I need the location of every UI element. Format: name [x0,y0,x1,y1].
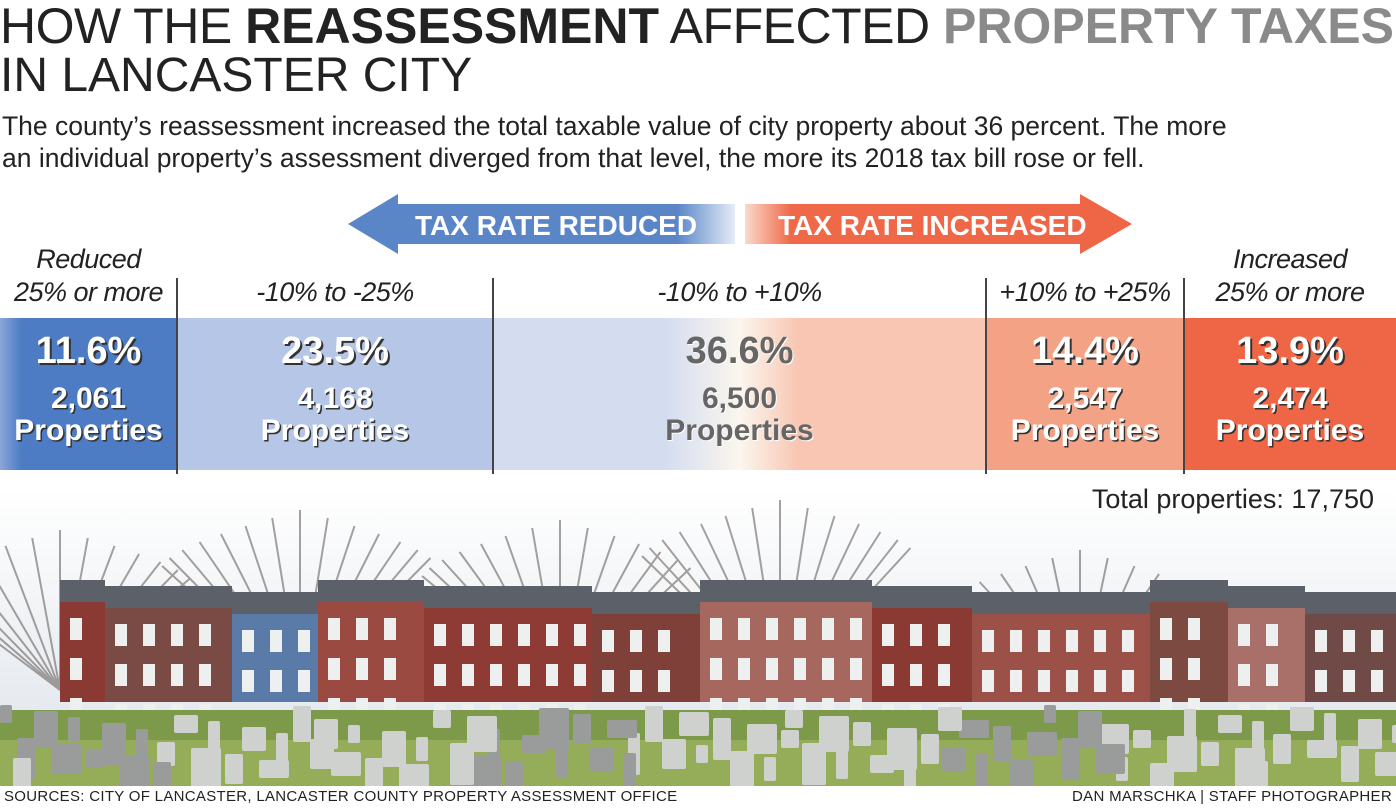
category-reduced-10-25: 23.5% 4,168 Properties [177,318,493,470]
count-label: 2,547 [1047,382,1123,415]
category-increased-10-25: 14.4% 2,547 Properties [986,318,1184,470]
category-neutral: 36.6% 6,500 Properties [493,318,986,470]
unit-label: Properties [665,414,814,447]
divider [1183,278,1185,474]
subtitle-line: an individual property’s assessment dive… [2,143,1145,173]
percent-label: 23.5% [281,330,389,372]
tax-rate-arrows [348,194,1132,254]
column-header: -10% to -25% [256,277,414,307]
arrow-left-icon [348,194,735,254]
arrow-label-increased: TAX RATE INCREASED [778,210,1087,241]
title-line1: HOW THE REASSESSMENT AFFECTED PROPERTY T… [0,0,1394,54]
divider [985,278,987,474]
percent-label: 13.9% [1236,330,1344,372]
percent-label: 11.6% [35,330,142,372]
title-text: HOW THE [0,0,246,54]
column-header: Increased 25% or more [1215,244,1365,307]
divider [176,278,178,474]
category-increased-25-plus: 13.9% 2,474 Properties [1184,318,1396,470]
percent-label: 36.6% [685,330,794,372]
count-label: 2,061 [50,382,127,415]
unit-label: Properties [260,414,410,447]
arrow-label-reduced: TAX RATE REDUCED [415,210,698,241]
column-header: Reduced 25% or more [13,244,164,307]
unit-label: Properties [1215,414,1365,447]
title-line2: IN LANCASTER CITY [0,49,473,102]
title-text: AFFECTED [659,0,943,54]
title-emphasis: REASSESSMENT [245,0,660,54]
subtitle-line: The county’s reassessment increased the … [2,111,1227,141]
column-header: +10% to +25% [999,277,1171,307]
photo-credit: DAN MARSCHKA | STAFF PHOTOGRAPHER [1072,788,1392,805]
count-label: 6,500 [701,382,778,415]
unit-label: Properties [1010,414,1160,447]
row-houses-cemetery-photo [0,490,1396,786]
title-emphasis-gray: PROPERTY TAXES [942,0,1394,54]
sources: SOURCES: CITY OF LANCASTER, LANCASTER CO… [4,788,678,805]
column-header: -10% to +10% [657,277,822,307]
unit-label: Properties [14,414,163,447]
percent-label: 14.4% [1031,330,1139,372]
arrow-right-icon [745,194,1132,254]
count-label: 4,168 [297,382,373,415]
total-properties: Total properties: 17,750 [1091,484,1374,514]
category-reduced-25-plus: 11.6% 2,061 Properties [0,318,177,470]
divider [492,278,494,474]
count-label: 2,474 [1252,382,1328,415]
